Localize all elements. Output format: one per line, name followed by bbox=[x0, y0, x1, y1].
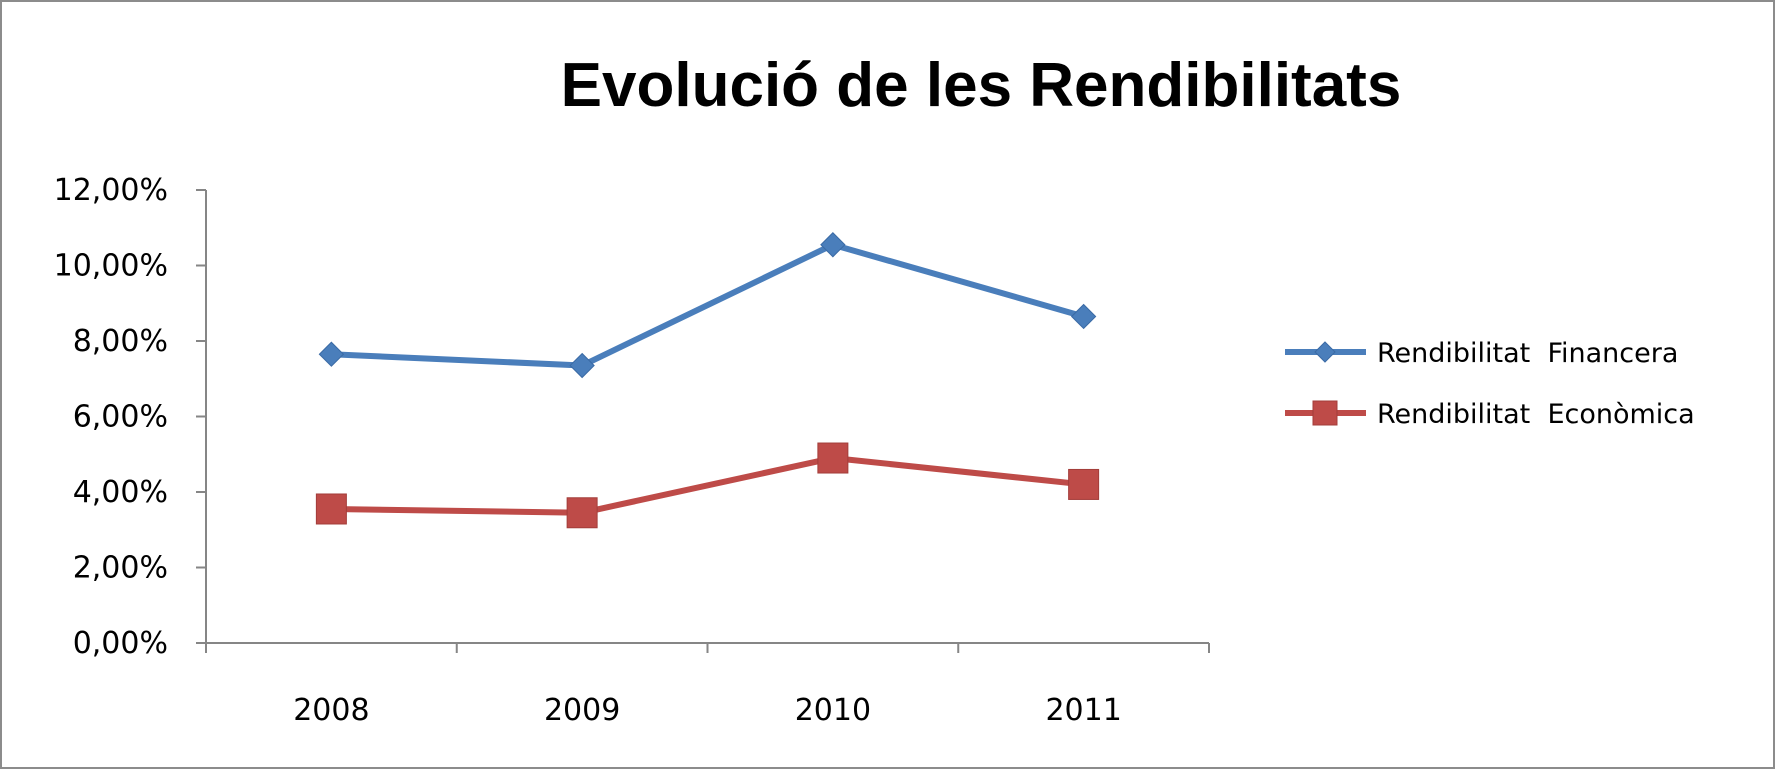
x-tick-label: 2011 bbox=[1045, 693, 1121, 728]
chart-title: Evolució de les Rendibilitats bbox=[561, 51, 1402, 120]
data-point-diamond bbox=[1070, 303, 1097, 330]
y-tick-label: 6,00% bbox=[73, 400, 168, 435]
legend-marker-diamond bbox=[1314, 341, 1336, 363]
data-point-diamond bbox=[820, 232, 846, 258]
legend-marker-square bbox=[1312, 400, 1338, 426]
series-line-2 bbox=[331, 455, 1084, 516]
data-point-diamond bbox=[318, 341, 345, 367]
x-tick-label: 2009 bbox=[544, 693, 620, 728]
legend: Rendibilitat Financera Rendibilitat Econò… bbox=[1285, 338, 1695, 430]
legend-label: Rendibilitat Econòmica bbox=[1377, 399, 1695, 430]
x-tick-label: 2010 bbox=[795, 693, 871, 728]
y-tick-label: 10,00% bbox=[54, 249, 168, 284]
y-tick-label: 2,00% bbox=[73, 551, 168, 586]
data-point-square bbox=[1068, 468, 1100, 500]
data-point-square bbox=[315, 493, 347, 525]
y-tick-label: 12,00% bbox=[54, 173, 168, 208]
data-point-square bbox=[566, 497, 598, 529]
series-line-1 bbox=[331, 241, 1085, 369]
series-layer bbox=[315, 232, 1100, 529]
legend-label: Rendibilitat Financera bbox=[1377, 338, 1678, 369]
y-tick-label: 0,00% bbox=[73, 626, 168, 661]
axes: 0,00% 2,00% 4,00% 6,00% 8,00% 10,00% 12,00% 200… bbox=[54, 173, 1210, 728]
y-tick-label: 4,00% bbox=[73, 475, 168, 510]
data-point-diamond bbox=[569, 352, 595, 379]
data-point-square bbox=[817, 442, 849, 474]
y-tick-label: 8,00% bbox=[73, 324, 168, 359]
x-tick-label: 2008 bbox=[293, 693, 369, 728]
